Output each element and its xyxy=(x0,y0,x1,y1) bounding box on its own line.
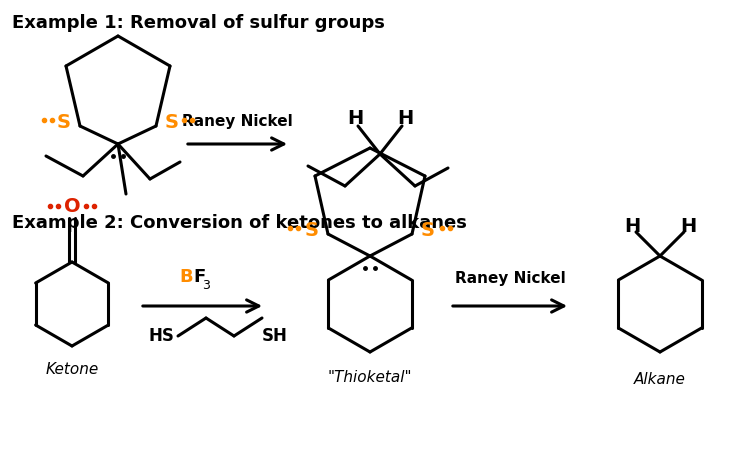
Text: B: B xyxy=(180,268,193,286)
Text: 3: 3 xyxy=(202,279,210,292)
Text: Raney Nickel: Raney Nickel xyxy=(455,271,565,286)
Text: S: S xyxy=(165,113,179,132)
Text: HS: HS xyxy=(148,327,174,345)
Text: H: H xyxy=(397,109,413,128)
Text: S: S xyxy=(421,221,435,240)
Text: S: S xyxy=(305,221,319,240)
Text: Example 1: Removal of sulfur groups: Example 1: Removal of sulfur groups xyxy=(12,14,385,32)
Text: H: H xyxy=(624,217,640,236)
Text: Ketone: Ketone xyxy=(46,362,99,377)
Text: H: H xyxy=(680,217,696,236)
Text: S: S xyxy=(57,113,71,132)
Text: SH: SH xyxy=(262,327,288,345)
Text: Example 2: Conversion of ketones to alkanes: Example 2: Conversion of ketones to alka… xyxy=(12,214,467,232)
Text: Alkane: Alkane xyxy=(634,372,686,387)
Text: Raney Nickel: Raney Nickel xyxy=(182,114,292,129)
Text: O: O xyxy=(64,197,80,216)
Text: F: F xyxy=(193,268,205,286)
Text: H: H xyxy=(347,109,363,128)
Text: "Thioketal": "Thioketal" xyxy=(328,370,412,385)
